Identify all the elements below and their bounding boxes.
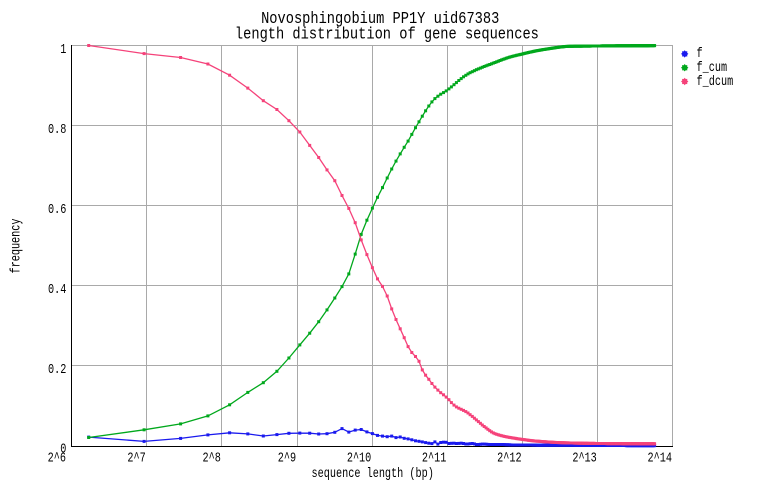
svg-text:length distribution of gene se: length distribution of gene sequences	[235, 24, 539, 43]
svg-text:2^9: 2^9	[278, 450, 296, 466]
svg-text:Novosphingobium PP1Y uid67383: Novosphingobium PP1Y uid67383	[261, 9, 499, 28]
svg-text:2^6: 2^6	[48, 450, 66, 466]
svg-text:2^7: 2^7	[127, 450, 145, 466]
svg-text:0.8: 0.8	[48, 122, 66, 138]
svg-text:frequency: frequency	[8, 218, 24, 273]
svg-text:f_dcum: f_dcum	[697, 73, 734, 89]
svg-text:0: 0	[60, 441, 66, 457]
svg-text:0.6: 0.6	[48, 202, 66, 218]
svg-text:f_cum: f_cum	[697, 60, 728, 76]
svg-text:0.2: 0.2	[48, 362, 66, 378]
svg-text:2^8: 2^8	[203, 450, 221, 466]
svg-text:2^14: 2^14	[648, 450, 672, 466]
svg-text:f: f	[697, 46, 703, 62]
svg-text:1: 1	[60, 41, 66, 57]
svg-text:2^11: 2^11	[422, 450, 446, 466]
svg-text:2^13: 2^13	[572, 450, 596, 466]
svg-text:0.4: 0.4	[48, 282, 66, 298]
svg-text:2^10: 2^10	[347, 450, 371, 466]
svg-text:2^12: 2^12	[497, 450, 521, 466]
svg-text:sequence length (bp): sequence length (bp)	[312, 466, 434, 482]
